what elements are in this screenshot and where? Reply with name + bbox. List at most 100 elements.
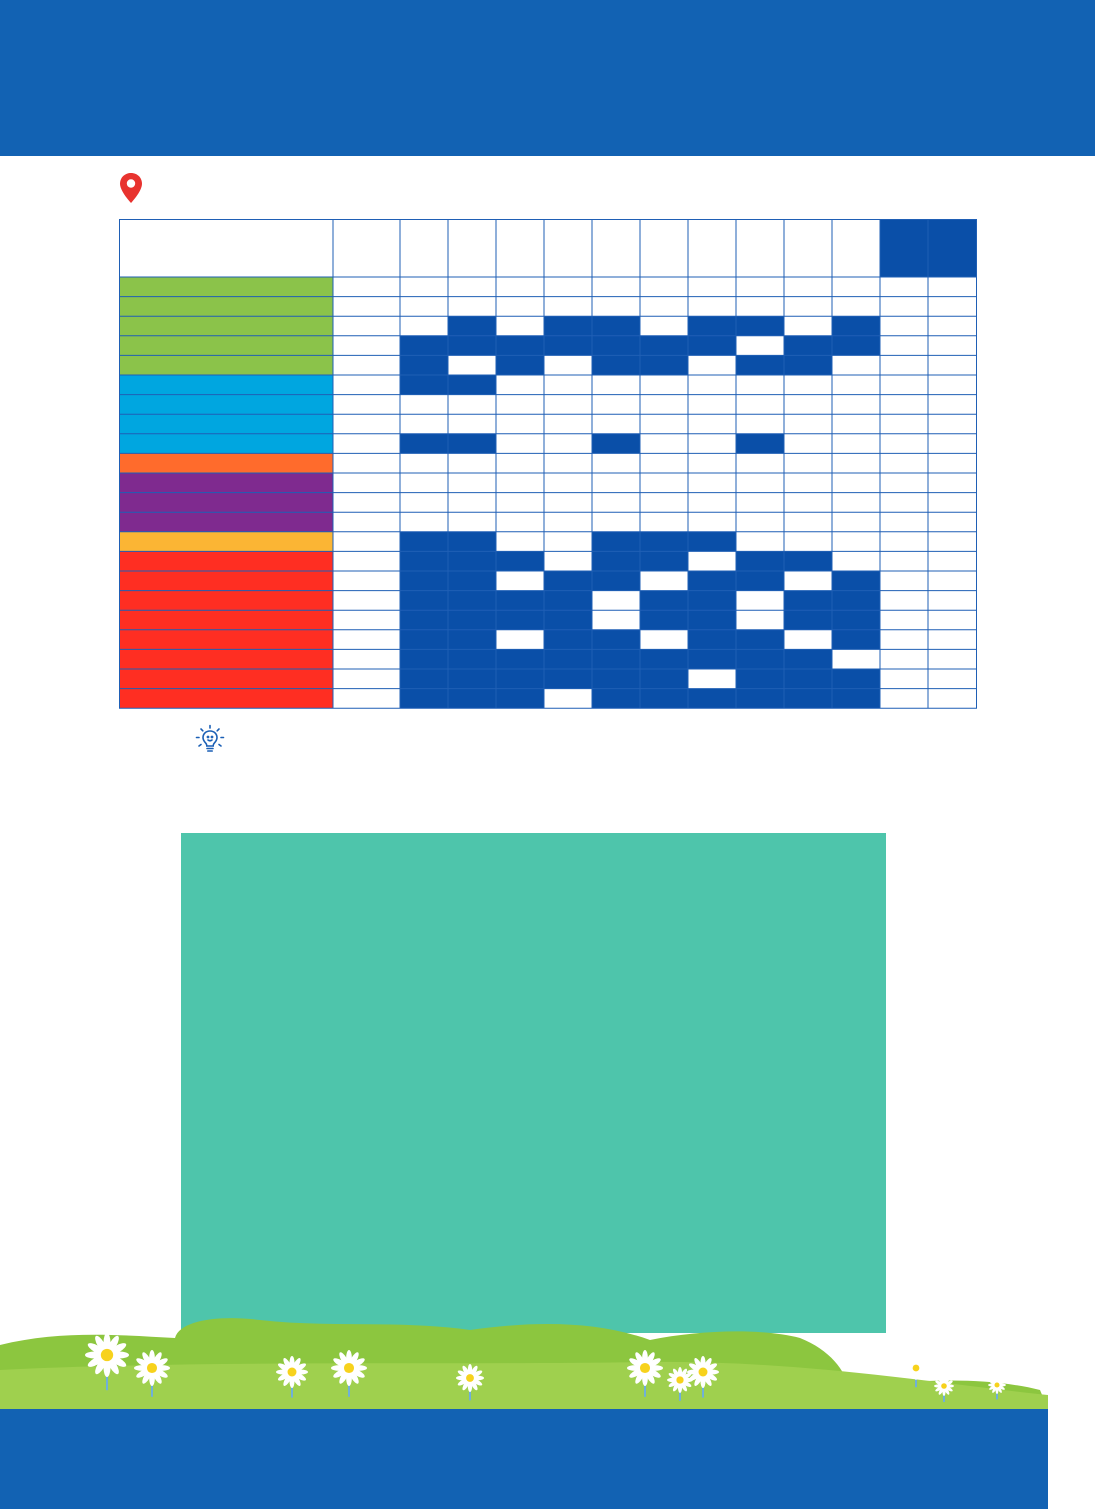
calendar-row-category-bar bbox=[119, 433, 333, 454]
daisy-flower bbox=[456, 1364, 484, 1401]
calendar-cell-filled bbox=[736, 688, 784, 709]
calendar-cell-filled bbox=[640, 610, 688, 630]
calendar-cell-filled bbox=[448, 649, 496, 669]
calendar-cell-filled bbox=[832, 669, 880, 689]
calendar-cell-filled bbox=[448, 375, 496, 395]
calendar-cell-filled bbox=[832, 571, 880, 591]
calendar-cell-filled bbox=[400, 355, 448, 375]
calendar-cell-filled bbox=[400, 649, 448, 669]
calendar-cell-filled bbox=[400, 688, 448, 709]
calendar-cell-filled bbox=[688, 610, 736, 630]
calendar-cell-filled bbox=[400, 335, 448, 356]
lightbulb-icon bbox=[195, 724, 225, 752]
calendar-cell-filled bbox=[736, 649, 784, 669]
daisy-flower bbox=[331, 1350, 367, 1397]
daisy-flower bbox=[276, 1356, 308, 1398]
calendar-cell-filled bbox=[640, 531, 688, 552]
calendar-cell-filled bbox=[448, 531, 496, 552]
info-box bbox=[181, 833, 886, 1333]
calendar-cell-filled bbox=[736, 316, 784, 336]
calendar-cell-filled bbox=[496, 688, 544, 709]
calendar-row-category-bar bbox=[119, 590, 333, 611]
calendar-cell-filled bbox=[448, 590, 496, 611]
calendar-cell-filled bbox=[448, 433, 496, 454]
calendar-row-category-bar bbox=[119, 571, 333, 591]
calendar-cell-filled bbox=[736, 433, 784, 454]
calendar-header-cell-filled bbox=[880, 219, 928, 277]
calendar-cell-filled bbox=[448, 688, 496, 709]
calendar-cell-filled bbox=[544, 649, 592, 669]
calendar-cell-filled bbox=[784, 688, 832, 709]
calendar-cell-filled bbox=[640, 669, 688, 689]
calendar-cell-filled bbox=[448, 335, 496, 356]
map-pin-icon bbox=[120, 173, 142, 203]
daisy-flower bbox=[904, 1356, 928, 1388]
calendar-cell-filled bbox=[832, 629, 880, 650]
calendar-cell-filled bbox=[592, 433, 640, 454]
calendar-cell-filled bbox=[400, 571, 448, 591]
calendar-cell-filled bbox=[544, 571, 592, 591]
daisy-flower bbox=[988, 1376, 1006, 1400]
calendar-cell-filled bbox=[448, 629, 496, 650]
daisy-flower bbox=[134, 1350, 170, 1397]
calendar-cell-filled bbox=[592, 629, 640, 650]
calendar-cell-filled bbox=[544, 629, 592, 650]
calendar-cell-filled bbox=[400, 629, 448, 650]
calendar-row-category-bar bbox=[119, 453, 333, 473]
calendar-cell-filled bbox=[736, 571, 784, 591]
calendar-header-cell-filled bbox=[928, 219, 977, 277]
calendar-cell-filled bbox=[592, 316, 640, 336]
calendar-cell-filled bbox=[592, 551, 640, 571]
calendar-cell-filled bbox=[736, 355, 784, 375]
calendar-cell-filled bbox=[688, 531, 736, 552]
calendar-cell-filled bbox=[496, 669, 544, 689]
calendar-cell-filled bbox=[544, 316, 592, 336]
calendar-cell-filled bbox=[688, 688, 736, 709]
calendar-row-category-bar bbox=[119, 492, 333, 513]
calendar-cell-filled bbox=[688, 649, 736, 669]
calendar-cell-filled bbox=[592, 688, 640, 709]
calendar-row-category-bar bbox=[119, 688, 333, 709]
calendar-cell-filled bbox=[592, 355, 640, 375]
calendar-row-category-bar bbox=[119, 531, 333, 552]
calendar-cell-filled bbox=[400, 590, 448, 611]
calendar-cell-filled bbox=[784, 355, 832, 375]
calendar-cell-filled bbox=[640, 590, 688, 611]
calendar-cell-filled bbox=[496, 551, 544, 571]
daisy-flower bbox=[687, 1356, 719, 1398]
calendar-row-category-bar bbox=[119, 394, 333, 415]
calendar-cell-filled bbox=[544, 590, 592, 611]
calendar-cell-filled bbox=[832, 590, 880, 611]
calendar-cell-filled bbox=[736, 629, 784, 650]
bottom-banner bbox=[0, 1409, 1048, 1509]
calendar-cell-filled bbox=[544, 335, 592, 356]
calendar-cell-filled bbox=[448, 551, 496, 571]
calendar-row-category-bar bbox=[119, 473, 333, 493]
daisy-flower bbox=[85, 1333, 129, 1391]
calendar-cell-filled bbox=[592, 335, 640, 356]
calendar-cell-filled bbox=[592, 571, 640, 591]
calendar-cell-filled bbox=[640, 688, 688, 709]
calendar-row-category-bar bbox=[119, 512, 333, 532]
calendar-cell-filled bbox=[592, 669, 640, 689]
calendar-cell-filled bbox=[640, 335, 688, 356]
meadow-illustration bbox=[0, 1318, 1048, 1409]
calendar-cell-filled bbox=[400, 610, 448, 630]
calendar-row-category-bar bbox=[119, 669, 333, 689]
calendar-row-category-bar bbox=[119, 551, 333, 571]
calendar-cell-filled bbox=[640, 551, 688, 571]
calendar-cell-filled bbox=[400, 669, 448, 689]
calendar-cell-filled bbox=[592, 531, 640, 552]
calendar-row-category-bar bbox=[119, 316, 333, 336]
top-banner bbox=[0, 0, 1095, 156]
calendar-row-category-bar bbox=[119, 649, 333, 669]
calendar-row-category-bar bbox=[119, 296, 333, 317]
seasonal-calendar-grid bbox=[119, 219, 977, 709]
calendar-cell-filled bbox=[784, 669, 832, 689]
calendar-cell-filled bbox=[784, 551, 832, 571]
calendar-cell-filled bbox=[688, 335, 736, 356]
calendar-cell-filled bbox=[832, 610, 880, 630]
calendar-row-category-bar bbox=[119, 277, 333, 297]
calendar-row-category-bar bbox=[119, 629, 333, 650]
calendar-cell-filled bbox=[736, 669, 784, 689]
